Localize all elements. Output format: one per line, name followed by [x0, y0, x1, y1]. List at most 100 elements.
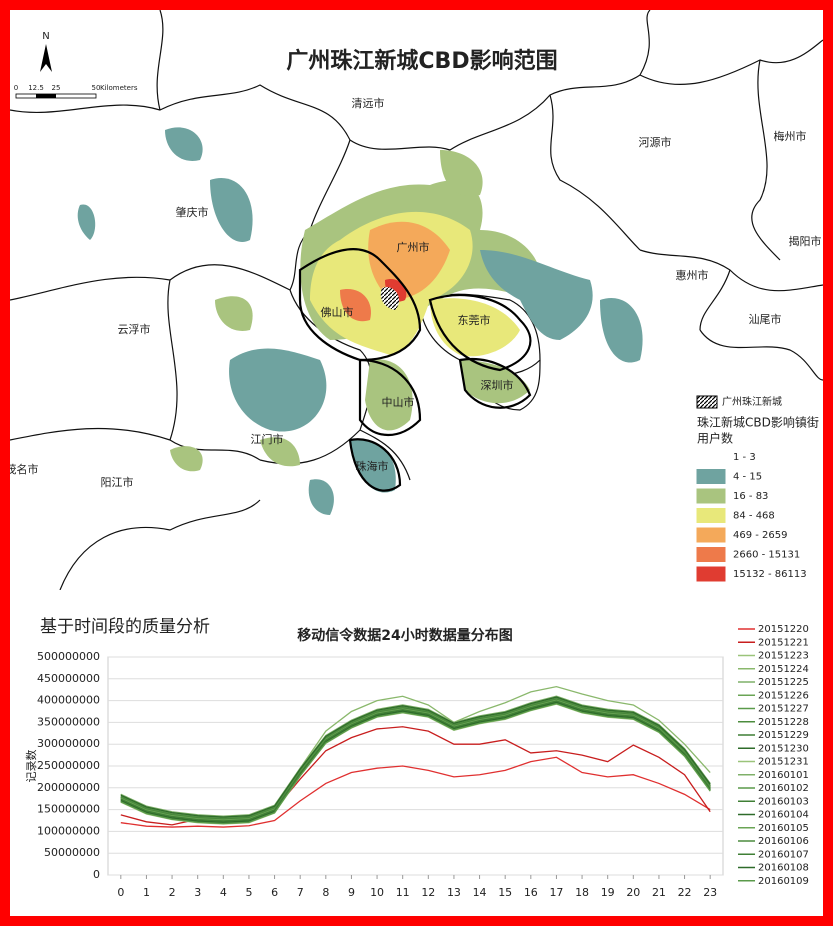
legend-swatch	[696, 547, 726, 562]
x-tick-label: 8	[322, 886, 329, 899]
series-line	[120, 696, 711, 818]
x-tick-label: 6	[271, 886, 278, 899]
chart: 0500000001000000001500000002000000002500…	[37, 624, 809, 899]
legend-label: 20151224	[758, 664, 809, 675]
legend-label: 20151227	[758, 704, 809, 715]
legend-label: 20151220	[758, 624, 809, 635]
legend-label: 20160106	[758, 836, 809, 847]
y-tick-label: 0	[93, 868, 100, 881]
x-tick-label: 13	[447, 886, 461, 899]
scale-label: 50	[92, 84, 101, 92]
legend-label: 20160107	[758, 849, 809, 860]
city-label: 东莞市	[458, 313, 491, 327]
regions	[77, 127, 643, 515]
legend-label: 20151230	[758, 743, 809, 754]
y-tick-label: 450000000	[37, 672, 100, 685]
city-label: 清远市	[352, 96, 385, 110]
series-line	[120, 698, 711, 820]
x-tick-label: 20	[626, 886, 640, 899]
scale-label: 12.5	[28, 84, 44, 92]
city-label: 云浮市	[118, 322, 151, 336]
legend-label: 20160108	[758, 863, 809, 874]
city-label: 阳江市	[101, 475, 134, 489]
x-tick-label: 14	[473, 886, 487, 899]
x-tick-label: 21	[652, 886, 666, 899]
y-axis-label: 记录数	[25, 750, 38, 783]
legend-label: 20151223	[758, 651, 809, 662]
scale-label: 25	[52, 84, 61, 92]
x-tick-label: 22	[678, 886, 692, 899]
legend-cbd: 广州珠江新城	[722, 395, 782, 408]
scale-label: 0	[14, 84, 18, 92]
city-label: 珠海市	[356, 459, 389, 473]
city-label: 河源市	[639, 135, 672, 149]
legend-swatch	[696, 488, 726, 504]
y-tick-label: 100000000	[37, 824, 100, 837]
north-arrow	[40, 44, 52, 72]
series-line	[120, 700, 711, 822]
chart-title: 移动信令数据24小时数据量分布图	[297, 627, 512, 644]
series-line	[120, 756, 711, 828]
city-label: 中山市	[382, 395, 415, 409]
series-line	[120, 701, 711, 823]
x-tick-label: 1	[143, 886, 150, 899]
scale-labels: 0 12.5 25 50 Kilometers	[14, 84, 138, 92]
legend-label: 20160103	[758, 796, 809, 807]
y-tick-label: 250000000	[37, 759, 100, 772]
legend-label: 4 - 15	[733, 472, 762, 483]
legend-label: 20151231	[758, 757, 809, 768]
x-tick-label: 5	[245, 886, 252, 899]
x-tick-label: 19	[601, 886, 615, 899]
series-line	[120, 697, 711, 819]
city-label: 汕尾市	[749, 312, 782, 326]
y-tick-label: 500000000	[37, 650, 100, 663]
north-label: N	[42, 31, 49, 42]
scale-label: Kilometers	[100, 84, 138, 92]
city-label: 梅州市	[774, 129, 807, 143]
city-label: 惠州市	[676, 268, 709, 282]
map: 广州珠江新城CBD影响范围 N 0 12.5 25 50 Kilometers 清远市河…	[10, 10, 823, 590]
series-line	[120, 699, 711, 821]
city-label: 肇庆市	[176, 205, 209, 219]
map-title: 广州珠江新城CBD影响范围	[286, 48, 557, 74]
legend-swatch	[696, 527, 726, 543]
legend-label: 20160109	[758, 876, 809, 887]
x-tick-label: 4	[220, 886, 227, 899]
x-tick-label: 11	[396, 886, 410, 899]
scale-bar-seg	[36, 94, 56, 98]
legend-subtitle: 用户数	[697, 431, 733, 446]
legend-swatch	[696, 566, 726, 582]
legend-label: 20151226	[758, 690, 809, 701]
y-tick-label: 400000000	[37, 694, 100, 707]
legend-label: 20160104	[758, 810, 809, 821]
legend-label: 20151229	[758, 730, 809, 741]
x-tick-label: 0	[117, 886, 124, 899]
x-tick-label: 15	[498, 886, 512, 899]
y-tick-label: 350000000	[37, 715, 100, 728]
city-label: 深圳市	[481, 378, 514, 392]
series-line	[120, 695, 711, 817]
x-tick-label: 2	[169, 886, 176, 899]
legend-label: 20151225	[758, 677, 809, 688]
legend-label: 84 - 468	[733, 511, 775, 522]
city-label: 江门市	[251, 432, 284, 446]
x-tick-label: 7	[297, 886, 304, 899]
legend-swatch	[696, 469, 726, 484]
y-tick-label: 150000000	[37, 803, 100, 816]
legend-label: 15132 - 86113	[733, 569, 807, 580]
x-tick-label: 9	[348, 886, 355, 899]
y-tick-label: 300000000	[37, 737, 100, 750]
x-tick-label: 12	[421, 886, 435, 899]
series-line	[120, 702, 711, 825]
study-boundaries	[298, 248, 532, 492]
legend-label: 20160101	[758, 770, 809, 781]
legend-label: 469 - 2659	[733, 530, 788, 541]
legend-label: 2660 - 15131	[733, 550, 800, 561]
legend-label: 1 - 3	[733, 452, 756, 463]
x-tick-label: 23	[703, 886, 717, 899]
y-tick-label: 50000000	[44, 846, 100, 859]
